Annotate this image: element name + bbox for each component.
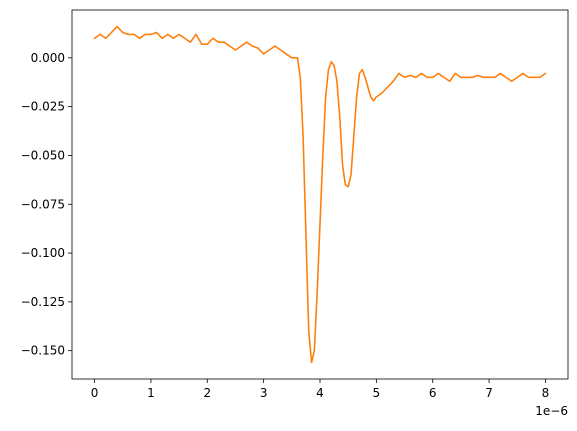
y-tick-label: −0.075 [21,197,65,211]
y-tick-label: −0.050 [21,148,65,162]
y-tick-label: −0.100 [21,246,65,260]
plot-area [93,25,547,364]
x-tick-label: 4 [316,386,324,400]
y-tick-label: −0.025 [21,100,65,114]
y-axis: 0.000 −0.025 −0.050 −0.075 −0.100 −0.125 −0.15… [21,51,72,358]
x-tick-label: 5 [373,386,381,400]
x-tick-label: 0 [91,386,99,400]
x-tick-label: 2 [203,386,211,400]
x-tick-label: 6 [429,386,437,400]
x-tick-label: 1 [147,386,155,400]
y-tick-label: −0.150 [21,344,65,358]
y-tick-label: −0.125 [21,295,65,309]
x-offset-label: 1e−6 [535,404,568,418]
axes-frame [71,9,569,380]
x-tick-label: 8 [542,386,550,400]
x-tick-label: 7 [485,386,493,400]
y-tick-label: 0.000 [31,51,65,65]
x-axis: 0 1 2 3 4 5 6 7 8 [91,379,550,400]
series-line-0 [93,25,547,364]
x-tick-label: 3 [260,386,268,400]
